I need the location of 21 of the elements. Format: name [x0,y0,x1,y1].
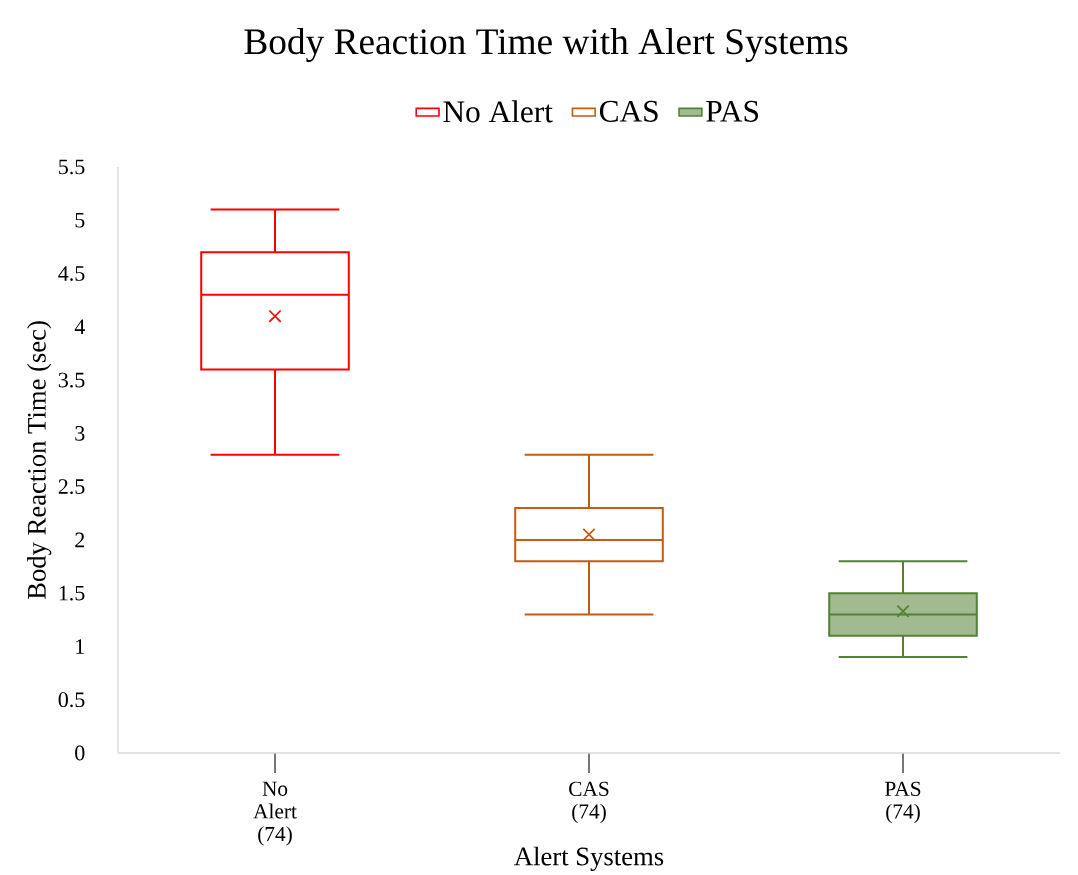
y-tick-label: 5 [75,212,85,228]
x-tick-label: CAS (74) [569,781,609,823]
x-tick-label: PAS (74) [885,781,921,823]
y-tick-label: 4.5 [58,265,85,281]
y-tick-label: 4 [74,319,85,334]
y-tick-label: 5.5 [59,159,85,175]
legend-label: PAS [706,100,758,122]
y-tick-label: 2 [75,532,85,547]
y-tick-label: 3.5 [58,372,85,388]
legend-label: CAS [599,100,658,122]
y-tick-label: 3 [75,425,85,441]
x-tick-label: No Alert (74) [253,781,297,846]
y-axis-title: Body Reaction Time (sec) [27,321,52,599]
x-axis-title: Alert Systems [514,846,664,871]
y-tick-label: 0.5 [58,692,85,707]
y-tick-label: 1.5 [59,585,85,601]
y-tick-label: 0 [75,745,85,761]
legend-label: No Alert [443,100,553,123]
y-tick-label: 1 [76,639,84,654]
y-tick-label: 2.5 [58,478,85,494]
chart-title: Body Reaction Time with Alert Systems [244,27,848,62]
